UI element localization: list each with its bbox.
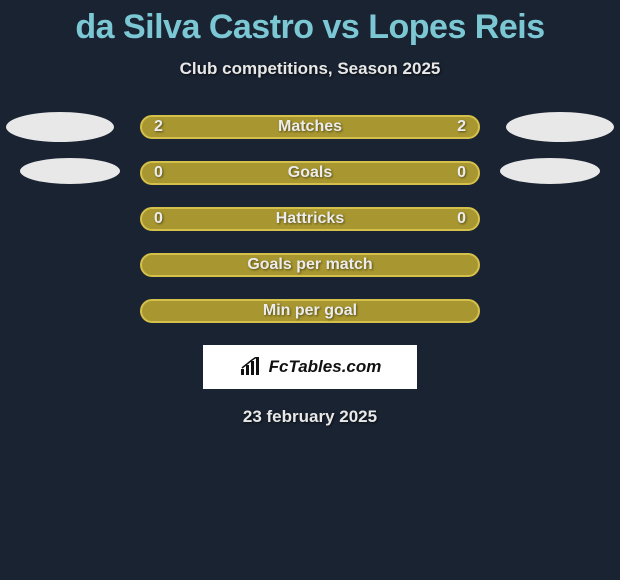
stat-label: Hattricks: [276, 210, 344, 228]
stat-label: Goals per match: [247, 256, 372, 274]
stat-value-right: 0: [457, 164, 466, 182]
stat-value-left: 2: [154, 118, 163, 136]
stat-row: 2 Matches 2: [0, 115, 620, 139]
stat-value-left: 0: [154, 210, 163, 228]
stat-bar: 2 Matches 2: [140, 115, 480, 139]
stat-bar: 0 Hattricks 0: [140, 207, 480, 231]
player-ellipse-right: [500, 158, 600, 184]
stat-row: Goals per match: [0, 253, 620, 277]
player-ellipse-left: [20, 158, 120, 184]
stat-bar: 0 Goals 0: [140, 161, 480, 185]
stat-value-left: 0: [154, 164, 163, 182]
stats-container: 2 Matches 2 0 Goals 0 0 Hattricks 0 Goals per mat…: [0, 115, 620, 323]
comparison-card: da Silva Castro vs Lopes Reis Club compe…: [0, 0, 620, 427]
stat-row: 0 Hattricks 0: [0, 207, 620, 231]
stat-bar: Goals per match: [140, 253, 480, 277]
subtitle: Club competitions, Season 2025: [0, 59, 620, 79]
stat-label: Min per goal: [263, 302, 357, 320]
stat-row: 0 Goals 0: [0, 161, 620, 185]
stat-label: Matches: [278, 118, 342, 136]
stat-row: Min per goal: [0, 299, 620, 323]
stat-value-right: 0: [457, 210, 466, 228]
logo-text: FcTables.com: [269, 357, 382, 377]
logo: FcTables.com: [239, 357, 382, 377]
stat-label: Goals: [288, 164, 332, 182]
page-title: da Silva Castro vs Lopes Reis: [0, 8, 620, 47]
stat-bar: Min per goal: [140, 299, 480, 323]
logo-box: FcTables.com: [203, 345, 417, 389]
player-ellipse-left: [6, 112, 114, 142]
player-ellipse-right: [506, 112, 614, 142]
bars-icon: [239, 357, 265, 377]
stat-value-right: 2: [457, 118, 466, 136]
date-text: 23 february 2025: [0, 407, 620, 427]
